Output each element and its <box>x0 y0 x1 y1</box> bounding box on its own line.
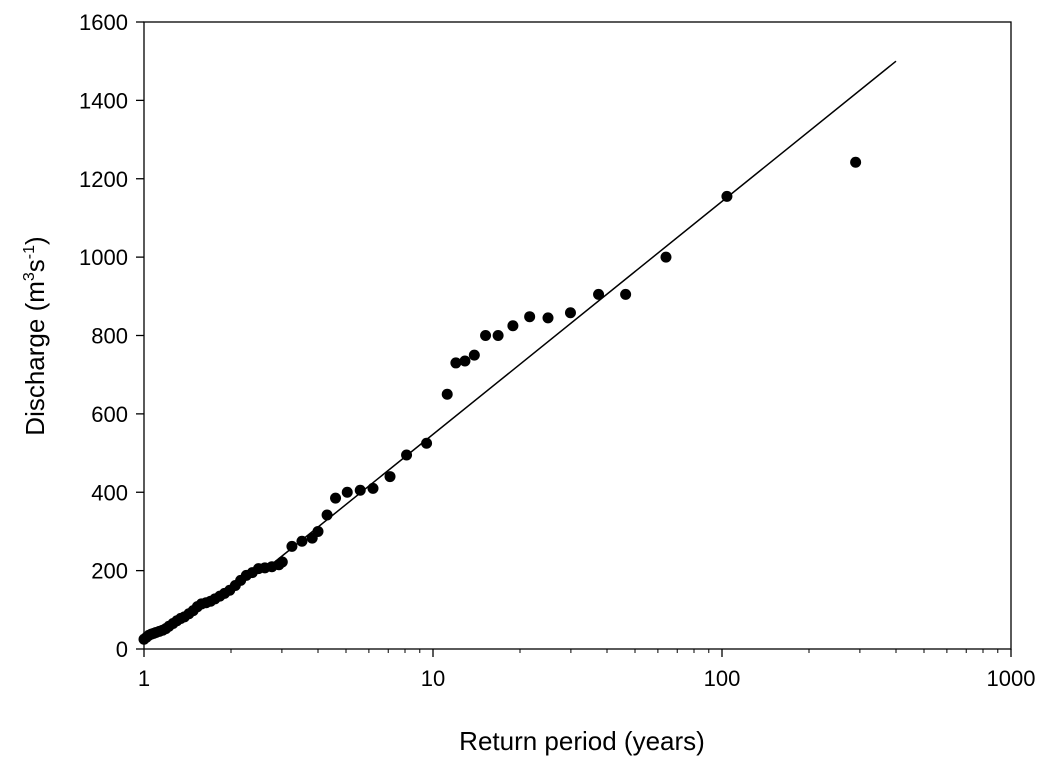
data-point <box>468 349 480 361</box>
x-tick-label: 1 <box>138 666 150 691</box>
data-point <box>542 312 554 324</box>
data-point <box>850 156 862 168</box>
data-point <box>524 311 536 323</box>
data-point <box>721 190 733 202</box>
data-point <box>296 535 308 547</box>
y-tick-label: 0 <box>116 637 128 662</box>
y-tick-label: 1600 <box>79 10 128 35</box>
x-tick-label: 1000 <box>987 666 1036 691</box>
x-tick-label: 10 <box>421 666 445 691</box>
plot-area-frame <box>143 21 1012 650</box>
x-axis-title: Return period (years) <box>459 726 705 756</box>
data-point <box>507 320 519 332</box>
data-point <box>620 288 632 300</box>
data-point <box>564 307 576 319</box>
y-axis-title-sup2: -1 <box>21 245 38 259</box>
y-axis-ticks: 0 200 400 600 800 1000 1200 1400 1600 <box>79 10 144 662</box>
y-axis-title-part3: ) <box>20 236 50 245</box>
data-point <box>321 509 333 521</box>
data-point <box>480 330 492 341</box>
x-axis-ticks: 1 10 100 1000 <box>138 649 1036 691</box>
x-tick-label: 100 <box>704 666 741 691</box>
data-point <box>492 330 504 341</box>
y-axis-title-sup1: 3 <box>21 272 38 281</box>
data-point <box>421 437 433 449</box>
data-point <box>354 484 366 496</box>
data-point <box>286 540 298 552</box>
data-point <box>384 471 396 483</box>
y-tick-label: 600 <box>91 402 128 427</box>
data-point <box>593 288 605 300</box>
data-point <box>401 449 413 461</box>
data-point <box>450 357 462 369</box>
data-points <box>138 156 862 645</box>
data-point <box>341 486 353 498</box>
y-tick-label: 200 <box>91 559 128 584</box>
y-axis-title-part2: s <box>20 259 50 272</box>
y-axis-title-part1: Discharge (m <box>20 281 50 436</box>
data-point <box>459 355 471 367</box>
data-point <box>330 492 342 504</box>
y-tick-label: 1000 <box>79 245 128 270</box>
y-tick-label: 400 <box>91 480 128 505</box>
y-tick-label: 1200 <box>79 167 128 192</box>
data-point <box>441 388 453 400</box>
y-tick-label: 1400 <box>79 88 128 113</box>
y-axis-title: Discharge (m3s-1) <box>20 236 50 435</box>
y-tick-label: 800 <box>91 324 128 349</box>
data-point <box>312 525 324 537</box>
data-point <box>367 482 379 494</box>
data-point <box>276 556 288 568</box>
data-point <box>660 251 672 263</box>
